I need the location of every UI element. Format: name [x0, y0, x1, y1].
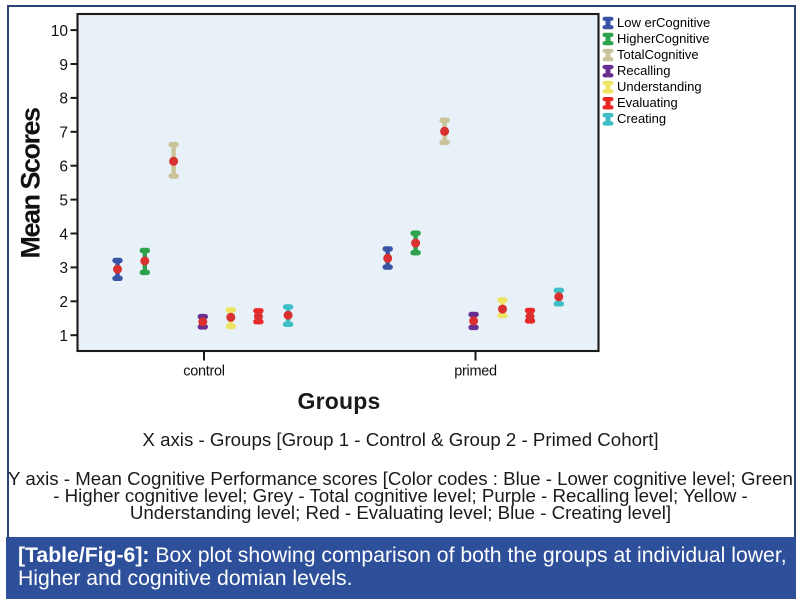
svg-text:2: 2	[59, 294, 68, 311]
svg-text:7: 7	[59, 125, 68, 142]
svg-text:8: 8	[59, 91, 68, 108]
svg-text:6: 6	[59, 159, 68, 176]
svg-text:5: 5	[59, 192, 68, 209]
svg-text:3: 3	[59, 260, 68, 277]
svg-text:control: control	[183, 364, 224, 380]
svg-text:9: 9	[59, 57, 68, 74]
svg-text:1: 1	[59, 328, 68, 345]
svg-text:4: 4	[59, 226, 68, 243]
svg-text:10: 10	[51, 23, 69, 40]
svg-text:primed: primed	[454, 364, 497, 380]
